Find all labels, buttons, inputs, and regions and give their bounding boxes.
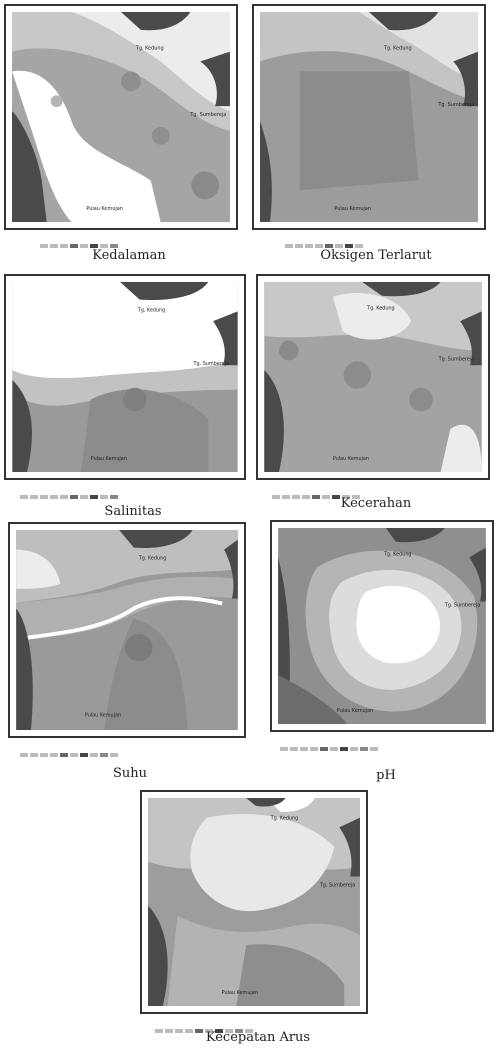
land-north	[121, 12, 191, 31]
current-speed-contour-map: Tg. Kedung Tg. Sumbereja Pulau Kemujan	[148, 798, 360, 1006]
legend-scale	[20, 484, 120, 499]
land-east	[200, 51, 230, 107]
label-south: Pulau Kemujan	[86, 206, 123, 212]
temperature-contour-map: Tg. Kedung Pulau Kemujan	[16, 530, 238, 730]
depth-contour-map: Tg. Kedung Tg. Sumbereja Pulau Kemujan	[12, 12, 230, 222]
caption-ph: pH	[376, 768, 396, 783]
label-north: Tg. Kedung	[366, 305, 395, 311]
label-east: Tg. Sumbereja	[437, 102, 474, 108]
caption-salinitas: Salinitas	[104, 504, 162, 519]
label-north: Tg. Kedung	[383, 551, 412, 557]
legend-scale	[155, 1018, 255, 1033]
map-panel-kecerahan: Tg. Kedung Tg. Sumbereja Pulau Kemujan	[256, 274, 490, 480]
label-east: Tg. Sumbereja	[193, 361, 229, 367]
label-north: Tg. Kedung	[138, 555, 167, 561]
label-north: Tg. Kedung	[270, 816, 299, 822]
map-panel-ph: Tg. Kedung Tg. Sumbereja Pulau Kemujan	[270, 520, 494, 732]
legend-scale	[40, 233, 120, 248]
label-south: Pulau Kemujan	[334, 206, 371, 212]
label-south: Pulau Kemujan	[222, 990, 258, 996]
clarity-contour-map: Tg. Kedung Tg. Sumbereja Pulau Kemujan	[264, 282, 482, 472]
legend-scale	[272, 484, 362, 499]
caption-oksigen: Oksigen Terlarut	[320, 248, 432, 263]
label-east: Tg. Sumbereja	[444, 602, 481, 608]
legend-scale	[285, 233, 365, 248]
map-panel-suhu: Tg. Kedung Pulau Kemujan	[8, 522, 246, 738]
legend-scale	[280, 736, 380, 751]
label-south: Pulau Kemujan	[85, 712, 121, 718]
label-south: Pulau Kemujan	[333, 456, 369, 462]
label-east: Tg. Sumbereja	[189, 112, 226, 118]
caption-kecerahan: Kecerahan	[340, 496, 412, 511]
ph-contour-map: Tg. Kedung Tg. Sumbereja Pulau Kemujan	[278, 528, 486, 724]
label-north: Tg. Kedung	[137, 307, 166, 313]
label-east: Tg. Sumbereja	[319, 882, 356, 888]
label-south: Pulau Kemujan	[337, 708, 373, 714]
map-panel-kedalaman: Tg. Kedung Tg. Sumbereja Pulau Kemujan	[4, 4, 238, 230]
caption-kedalaman: Kedalaman	[92, 248, 166, 263]
caption-suhu: Suhu	[112, 766, 148, 781]
label-south: Pulau Kemujan	[91, 456, 127, 462]
caption-arus: Kecepatan Arus	[205, 1030, 311, 1045]
land-west	[12, 111, 47, 222]
salinity-contour-map: Tg. Kedung Tg. Sumbereja Pulau Kemujan	[12, 282, 238, 472]
label-north: Tg. Kedung	[135, 46, 164, 52]
map-panel-salinitas: Tg. Kedung Tg. Sumbereja Pulau Kemujan	[4, 274, 246, 480]
map-panel-arus: Tg. Kedung Tg. Sumbereja Pulau Kemujan	[140, 790, 368, 1014]
label-north: Tg. Kedung	[383, 46, 412, 52]
oxygen-contour-map: Tg. Kedung Tg. Sumbereja Pulau Kemujan	[260, 12, 478, 222]
map-panel-oksigen: Tg. Kedung Tg. Sumbereja Pulau Kemujan	[252, 4, 486, 230]
legend-scale	[20, 742, 120, 757]
label-east: Tg. Sumbereja	[438, 356, 474, 362]
